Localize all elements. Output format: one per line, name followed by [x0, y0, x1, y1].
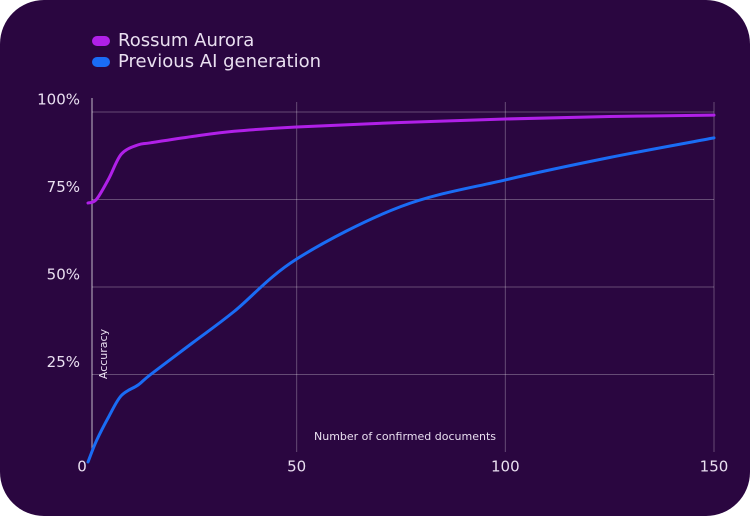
y-tick-label: 25%: [47, 353, 80, 371]
legend-label: Previous AI generation: [118, 51, 321, 72]
y-tick-label: 75%: [47, 178, 80, 196]
series-line: [86, 113, 716, 205]
y-tick-label: 50%: [47, 266, 80, 284]
x-tick-label: 0: [77, 458, 87, 476]
legend-marker: [92, 57, 110, 67]
x-axis-label: Number of confirmed documents: [314, 430, 496, 443]
series-line: [86, 136, 716, 464]
x-tick-label: 100: [491, 458, 520, 476]
legend-label: Rossum Aurora: [118, 30, 254, 51]
y-axis-label: Accuracy: [97, 328, 110, 379]
legend-marker: [92, 36, 110, 46]
x-tick-label: 150: [700, 458, 729, 476]
x-tick-label: 50: [287, 458, 306, 476]
y-tick-label: 100%: [37, 91, 80, 109]
